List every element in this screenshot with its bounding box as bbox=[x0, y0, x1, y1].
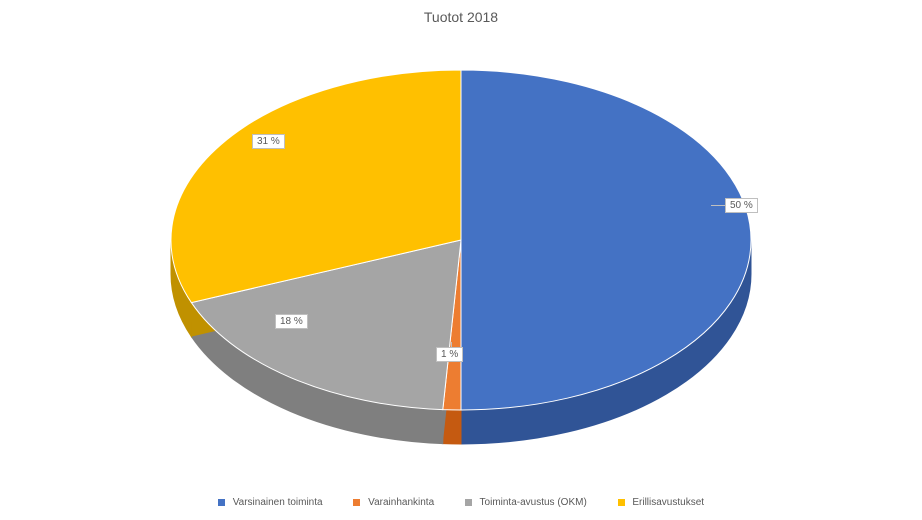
pie-plot: 50 % 1 % 18 % 31 % bbox=[0, 46, 922, 459]
legend-label: Erillisavustukset bbox=[632, 497, 704, 508]
chart-container: Tuotot 2018 50 % 1 % 18 % 31 % Varsinain… bbox=[0, 0, 922, 520]
chart-title: Tuotot 2018 bbox=[0, 9, 922, 25]
legend-label: Varsinainen toiminta bbox=[233, 497, 323, 508]
legend-swatch bbox=[465, 499, 472, 506]
callout-leader bbox=[711, 205, 725, 206]
legend-item: Varainhankinta bbox=[353, 497, 434, 508]
legend-label: Varainhankinta bbox=[368, 497, 434, 508]
slice-label-1: 1 % bbox=[436, 347, 463, 362]
legend-item: Toiminta-avustus (OKM) bbox=[465, 497, 587, 508]
legend-label: Toiminta-avustus (OKM) bbox=[480, 497, 587, 508]
legend-swatch bbox=[353, 499, 360, 506]
slice-label-0: 50 % bbox=[725, 198, 758, 213]
legend: Varsinainen toiminta Varainhankinta Toim… bbox=[0, 497, 922, 508]
slice-label-3: 31 % bbox=[252, 134, 285, 149]
legend-swatch bbox=[218, 499, 225, 506]
legend-item: Erillisavustukset bbox=[618, 497, 704, 508]
legend-swatch bbox=[618, 499, 625, 506]
legend-item: Varsinainen toiminta bbox=[218, 497, 323, 508]
slice-label-2: 18 % bbox=[275, 314, 308, 329]
